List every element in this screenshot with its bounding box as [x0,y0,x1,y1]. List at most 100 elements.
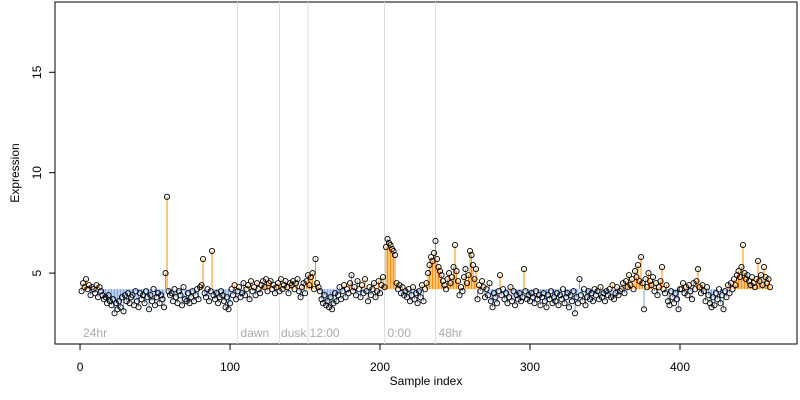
point [364,298,372,305]
point [217,288,225,295]
point [480,284,487,291]
point [658,264,666,271]
point [168,290,175,297]
point [591,286,598,293]
point [645,270,652,277]
point [549,300,556,307]
point [114,306,121,313]
point [97,288,105,295]
point [235,284,243,291]
point [102,294,109,301]
point [402,288,409,295]
point [414,300,421,307]
point [654,292,661,299]
point [741,270,748,277]
point [313,280,321,287]
point [415,288,423,295]
point [636,278,643,285]
point [565,304,573,311]
point [354,278,361,285]
point [309,270,316,277]
point [393,280,400,287]
point [334,292,342,299]
x-axis-label: Sample index [390,374,463,388]
point [256,290,264,297]
point [493,300,501,307]
point [244,282,252,289]
point [79,280,87,287]
point [583,294,591,301]
y-tick-label: 15 [30,65,44,79]
point [673,296,681,303]
point [355,286,363,293]
point [207,288,214,295]
point [672,290,679,297]
point [378,282,385,289]
point [712,290,720,297]
point [708,304,715,311]
point [577,292,585,299]
point [694,266,702,273]
point [361,276,369,283]
point [765,276,772,283]
point [594,288,601,295]
point [438,272,445,279]
point [625,272,633,279]
point [202,294,210,301]
point [327,294,334,301]
point [547,288,555,295]
point [241,292,249,299]
point [390,247,397,255]
point [261,284,268,291]
point [543,304,550,311]
y-tick-label: 5 [30,269,44,276]
point [700,288,708,295]
point [147,292,154,299]
point [78,288,85,295]
point [228,286,235,293]
point [195,296,202,303]
point [732,282,739,289]
point [247,278,255,285]
point [462,266,469,273]
point [249,288,256,295]
point [453,268,460,275]
point [724,282,732,289]
point [325,304,333,311]
point [561,300,568,307]
point [111,310,118,317]
point [357,294,364,301]
point [466,247,474,255]
point [193,286,201,293]
point [255,286,262,293]
point [420,298,427,305]
point [751,284,759,291]
point [342,294,349,301]
point [733,272,741,279]
point [598,294,606,301]
point [294,276,301,283]
point [661,290,669,297]
point [456,292,463,299]
point [570,288,577,295]
point [421,286,429,293]
point [85,282,93,289]
point [427,253,435,261]
point [481,294,489,301]
point [630,286,637,293]
point [118,294,126,301]
point [160,304,168,311]
point [324,298,331,305]
point [766,284,774,291]
point [225,306,232,313]
point [159,296,166,303]
point [595,296,603,303]
point [148,298,156,305]
point [576,276,583,283]
point [120,308,127,315]
point [606,286,613,293]
point [763,280,771,287]
point [589,298,597,305]
point [96,284,103,291]
y-tick-label: 10 [30,166,44,180]
